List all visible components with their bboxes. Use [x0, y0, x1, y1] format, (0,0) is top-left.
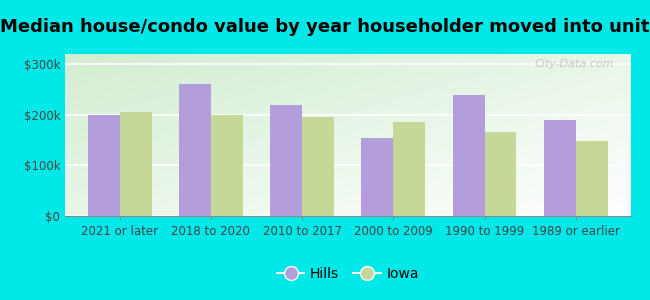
Bar — [361, 137, 393, 216]
Text: City-Data.com: City-Data.com — [534, 59, 614, 69]
Bar — [484, 133, 517, 216]
Bar — [302, 117, 334, 216]
Legend: Hills, Iowa: Hills, Iowa — [271, 262, 424, 287]
Bar — [88, 115, 120, 216]
Bar — [120, 112, 151, 216]
Bar — [576, 141, 608, 216]
Bar — [393, 122, 425, 216]
Text: Median house/condo value by year householder moved into unit: Median house/condo value by year househo… — [0, 18, 650, 36]
Bar — [270, 105, 302, 216]
Bar — [179, 84, 211, 216]
Bar — [544, 120, 576, 216]
Bar — [452, 94, 484, 216]
Bar — [211, 115, 243, 216]
